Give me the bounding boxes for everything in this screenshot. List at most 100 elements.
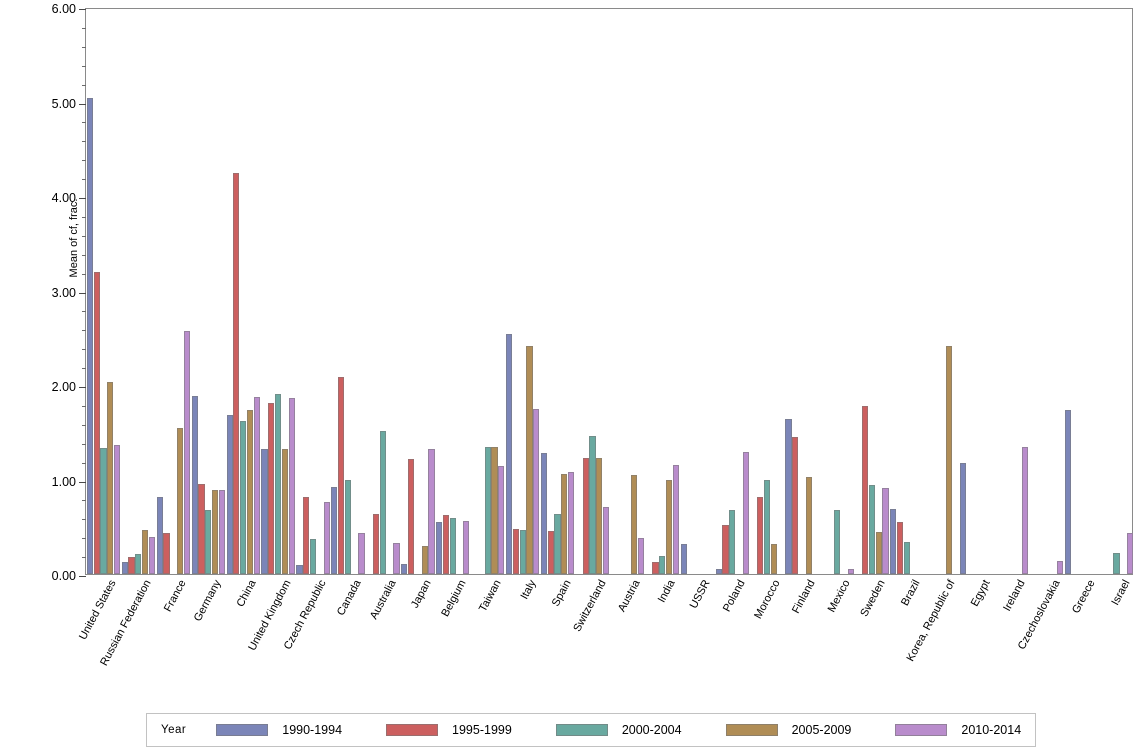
bar bbox=[652, 561, 659, 574]
legend-entry[interactable]: 2000-2004 bbox=[555, 723, 682, 737]
x-axis-tick-label: Greece bbox=[1069, 578, 1098, 616]
y-axis-minor-tick bbox=[82, 84, 86, 86]
bar bbox=[253, 397, 260, 574]
bar bbox=[960, 463, 967, 574]
legend-label: 2010-2014 bbox=[961, 723, 1022, 737]
bar bbox=[275, 393, 282, 574]
bar bbox=[323, 502, 330, 574]
bar bbox=[449, 518, 456, 574]
y-axis-tick-label: 0.00 bbox=[51, 569, 76, 583]
bar bbox=[309, 539, 317, 574]
bar bbox=[281, 449, 288, 574]
x-axis-tick-label: Canada bbox=[334, 578, 364, 618]
bar-group bbox=[261, 9, 295, 574]
bar-group bbox=[576, 9, 610, 574]
bar bbox=[268, 402, 275, 574]
x-axis-tick-label: France bbox=[162, 578, 189, 614]
bar-group bbox=[296, 9, 330, 574]
bar bbox=[1113, 553, 1120, 574]
y-axis-tick bbox=[79, 103, 86, 105]
bar-group bbox=[925, 9, 958, 574]
y-axis-minor-tick bbox=[82, 216, 86, 218]
bar-group bbox=[505, 9, 540, 574]
legend-label: 2000-2004 bbox=[621, 723, 682, 737]
legend-entry[interactable]: 2005-2009 bbox=[725, 723, 852, 737]
bar-group bbox=[86, 9, 121, 574]
bar-group bbox=[191, 9, 225, 574]
bar-group bbox=[680, 9, 714, 574]
y-axis-tick bbox=[79, 198, 86, 199]
x-axis-tick-label: Australia bbox=[367, 578, 399, 622]
legend-entry[interactable]: 1990-1994 bbox=[216, 723, 342, 737]
bar bbox=[890, 508, 897, 574]
bar bbox=[568, 471, 575, 574]
bar-group bbox=[611, 9, 645, 574]
x-axis-tick-label: Brazil bbox=[899, 578, 923, 608]
bar bbox=[666, 480, 673, 574]
legend-label: 2005-2009 bbox=[791, 723, 852, 737]
bar bbox=[344, 479, 352, 574]
y-axis-tick bbox=[79, 481, 86, 483]
y-axis-minor-tick bbox=[82, 311, 86, 313]
y-axis-minor-tick bbox=[82, 349, 86, 351]
bar bbox=[93, 271, 100, 574]
y-axis-tick-label: 3.00 bbox=[51, 285, 76, 300]
legend-entry[interactable]: 2010-2014 bbox=[895, 723, 1021, 737]
bar bbox=[1022, 447, 1029, 574]
bar bbox=[233, 173, 240, 574]
bar bbox=[505, 333, 513, 574]
y-axis-minor-tick bbox=[82, 65, 86, 67]
bar-group bbox=[751, 9, 784, 574]
x-axis-tick-label: Italy bbox=[518, 578, 539, 602]
bar bbox=[897, 522, 904, 574]
x-axis-tick-label: Japan bbox=[408, 578, 434, 611]
bar bbox=[142, 529, 149, 574]
y-axis-minor-tick bbox=[82, 368, 86, 370]
bar-group bbox=[995, 9, 1029, 574]
bar-group bbox=[331, 9, 365, 574]
bar bbox=[589, 436, 596, 574]
bar-group bbox=[1064, 9, 1098, 574]
bar bbox=[1064, 409, 1072, 574]
legend-label: 1995-1999 bbox=[452, 723, 512, 737]
bar bbox=[191, 396, 198, 574]
bar bbox=[582, 457, 589, 574]
x-axis-tick-label: Ireland bbox=[1000, 578, 1028, 614]
x-axis-tick-label: Belgium bbox=[439, 578, 469, 619]
bar bbox=[1127, 533, 1134, 574]
bar bbox=[442, 515, 450, 574]
bar bbox=[882, 488, 889, 574]
bar bbox=[379, 431, 386, 574]
y-axis-tick-label: 4.00 bbox=[51, 191, 76, 205]
bar-group bbox=[401, 9, 435, 574]
bar-group bbox=[366, 9, 400, 574]
legend-label: 1990-1994 bbox=[282, 723, 343, 737]
y-axis-minor-tick bbox=[82, 500, 86, 502]
y-axis-minor-tick bbox=[82, 141, 86, 143]
y-axis-tick bbox=[79, 387, 86, 388]
bar bbox=[226, 415, 233, 574]
bar bbox=[491, 447, 498, 574]
bar bbox=[358, 533, 365, 574]
bar bbox=[757, 497, 764, 574]
bar bbox=[785, 419, 792, 574]
bar bbox=[135, 554, 142, 574]
y-axis-minor-tick bbox=[82, 519, 86, 521]
bar bbox=[407, 458, 415, 574]
y-axis-tick bbox=[79, 576, 86, 577]
bar bbox=[240, 420, 247, 574]
bar bbox=[847, 569, 854, 574]
bar bbox=[246, 409, 254, 574]
bar bbox=[296, 564, 303, 574]
bar bbox=[526, 346, 533, 574]
bar bbox=[303, 496, 310, 574]
bar bbox=[177, 427, 184, 574]
x-axis-tick-label: Germany bbox=[192, 578, 224, 624]
bar bbox=[128, 557, 135, 574]
legend-entry[interactable]: 1995-1999 bbox=[386, 723, 512, 737]
bar-group bbox=[646, 9, 680, 574]
bar bbox=[805, 476, 812, 574]
y-axis-minor-tick bbox=[82, 330, 86, 332]
bar bbox=[603, 506, 610, 574]
bar bbox=[554, 513, 561, 574]
